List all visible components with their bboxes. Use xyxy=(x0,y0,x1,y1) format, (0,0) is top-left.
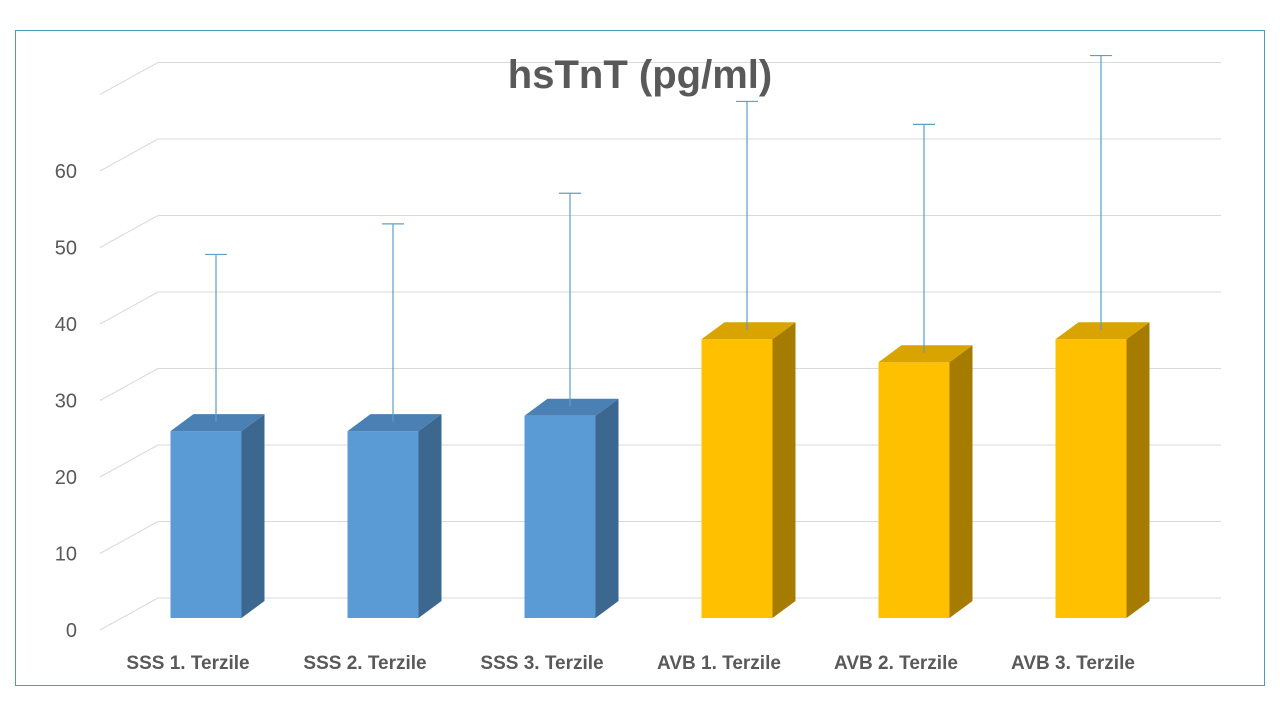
y-tick-label: 40 xyxy=(55,314,77,336)
y-tick-label: 10 xyxy=(55,544,77,566)
bar-side xyxy=(772,322,796,618)
bar-top xyxy=(524,398,619,416)
bar-front xyxy=(701,339,773,618)
gridline-diagonal xyxy=(99,215,159,248)
bar-front xyxy=(878,362,950,618)
bar-side xyxy=(595,398,619,618)
gridline-diagonal xyxy=(99,521,159,554)
bar-top xyxy=(170,414,265,432)
bar-top xyxy=(701,322,796,340)
gridline-diagonal xyxy=(99,597,159,631)
bar-layer xyxy=(170,322,1150,618)
bar-top xyxy=(1055,322,1150,340)
gridline-diagonal xyxy=(99,368,159,401)
bar-top xyxy=(878,345,973,363)
x-tick-label: AVB 2. Terzile xyxy=(834,653,958,674)
bar-top xyxy=(347,414,442,432)
y-tick-label: 0 xyxy=(66,620,77,642)
gridline-diagonal xyxy=(99,444,159,478)
label-layer: 0 10 20 30 40 50 60 SSS 1. Terzile SSS 2. Terzil… xyxy=(55,161,1135,674)
gridline-diagonal xyxy=(99,138,159,172)
grid-layer xyxy=(99,62,1221,631)
y-tick-label: 60 xyxy=(55,161,77,183)
gridline-diagonal xyxy=(99,62,159,95)
bar-front xyxy=(170,431,242,618)
y-tick-label: 20 xyxy=(55,467,77,489)
gridline-diagonal xyxy=(99,291,159,325)
bar-front xyxy=(347,431,419,618)
error-layer xyxy=(205,54,1112,422)
x-tick-label: SSS 3. Terzile xyxy=(480,653,603,674)
x-tick-label: SSS 2. Terzile xyxy=(303,653,426,674)
y-tick-label: 30 xyxy=(55,391,77,413)
y-tick-label: 50 xyxy=(55,238,77,260)
x-tick-label: AVB 3. Terzile xyxy=(1011,653,1135,674)
chart-title: hsTnT (pg/ml) xyxy=(508,53,772,97)
bar-side xyxy=(418,414,442,618)
bar-side xyxy=(241,414,265,618)
bar-front xyxy=(1055,339,1127,618)
bar-side xyxy=(1126,322,1150,618)
bar-side xyxy=(949,345,973,618)
x-tick-label: AVB 1. Terzile xyxy=(657,653,781,674)
x-tick-label: SSS 1. Terzile xyxy=(126,653,249,674)
bar-front xyxy=(524,415,596,618)
